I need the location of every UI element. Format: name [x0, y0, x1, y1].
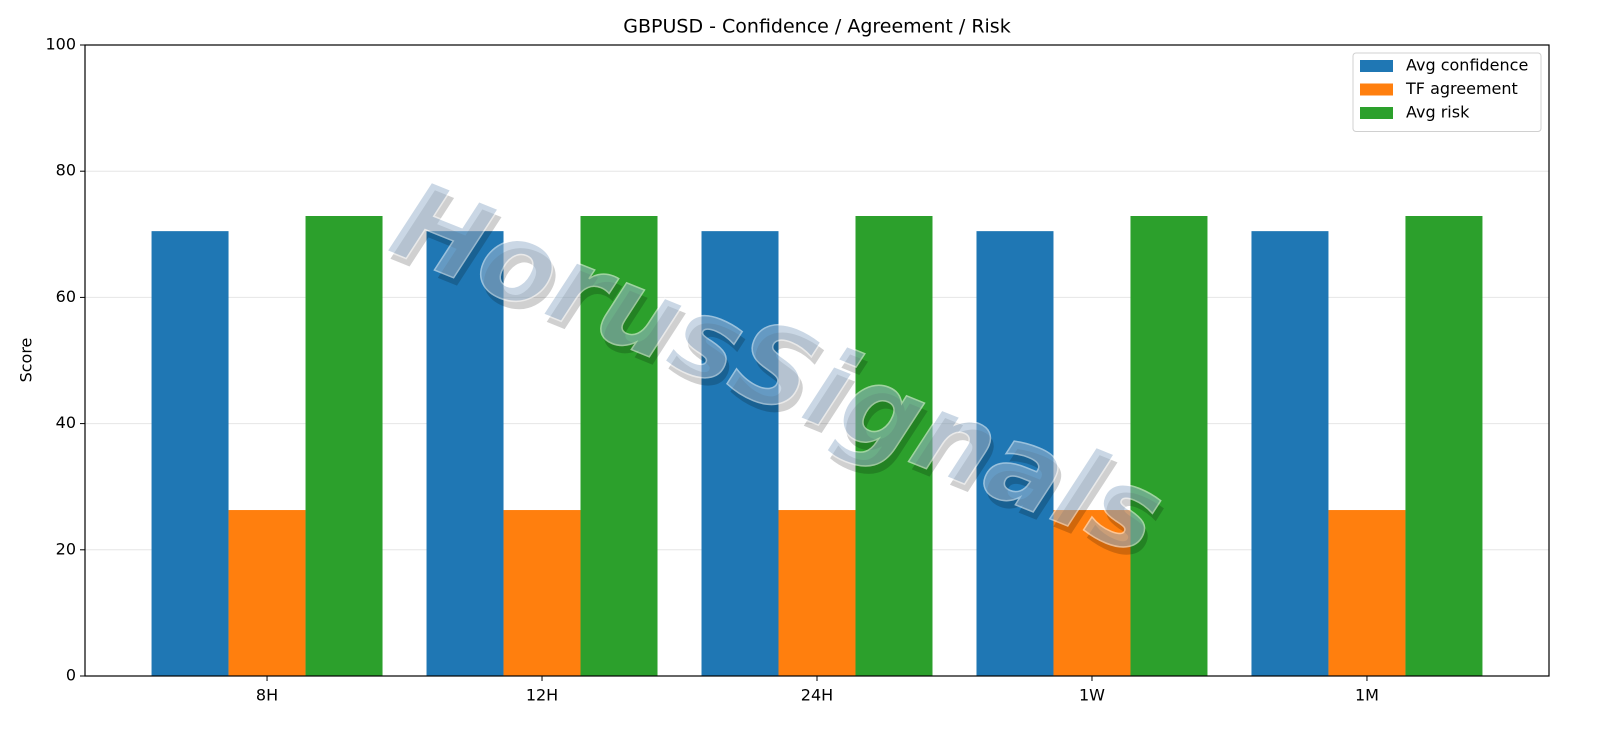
bar: [778, 510, 856, 676]
legend-label: Avg risk: [1406, 103, 1470, 122]
y-tick-label: 20: [56, 539, 76, 558]
bar: [228, 510, 306, 676]
y-tick-label: 40: [56, 413, 76, 432]
bar: [855, 216, 933, 676]
legend-swatch: [1360, 107, 1393, 119]
bar: [1405, 216, 1483, 676]
legend-label: Avg confidence: [1406, 56, 1528, 75]
y-tick-label: 100: [45, 35, 76, 54]
y-tick-label: 0: [66, 666, 76, 685]
plot-frame: [84, 44, 1550, 677]
bar: [701, 231, 779, 676]
bar: [976, 231, 1054, 676]
y-tick-label: 80: [56, 161, 76, 180]
x-tick-label: 1W: [1079, 686, 1105, 705]
legend-box: [1352, 52, 1542, 132]
x-tick-label: 8H: [256, 686, 278, 705]
chart-title: GBPUSD - Confidence / Agreement / Risk: [623, 16, 1010, 38]
bar: [1251, 231, 1329, 676]
legend-label: TF agreement: [1405, 79, 1518, 98]
legend-swatch: [1360, 60, 1393, 72]
y-axis-label: Score: [17, 338, 36, 383]
x-tick-label: 1M: [1355, 686, 1379, 705]
x-tick-label: 24H: [801, 686, 833, 705]
bar: [305, 216, 383, 676]
bar: [1328, 510, 1406, 676]
bar: [1053, 510, 1131, 676]
bar: [1130, 216, 1208, 676]
bar: [426, 231, 504, 676]
x-tick-label: 12H: [526, 686, 558, 705]
y-tick-label: 60: [56, 287, 76, 306]
bar: [503, 510, 581, 676]
bar: [151, 231, 229, 676]
bar: [580, 216, 658, 676]
legend-swatch: [1360, 83, 1393, 96]
